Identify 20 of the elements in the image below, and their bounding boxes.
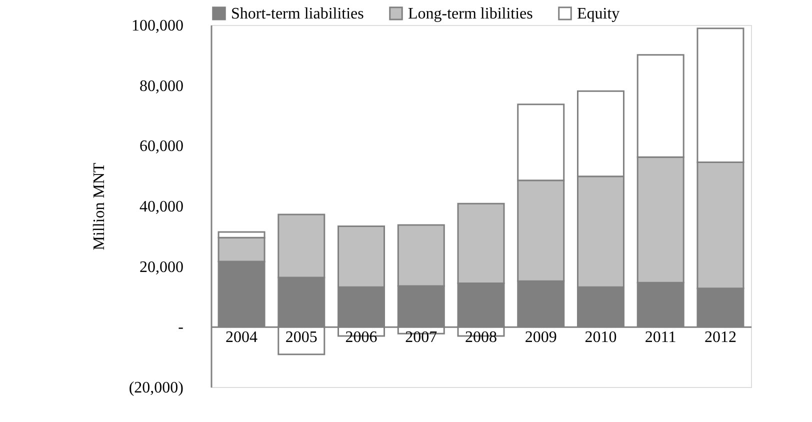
y-tick-label: 60,000 <box>140 138 184 156</box>
x-tick-label: 2006 <box>345 329 378 346</box>
y-axis-title: Million MNT <box>90 162 108 250</box>
x-tick-label: 2010 <box>584 329 617 346</box>
y-tick-label: 20,000 <box>140 258 184 276</box>
y-tick-label: (20,000) <box>128 380 184 396</box>
x-tick-label: 2009 <box>524 329 557 346</box>
legend-label: Long-term libilities <box>408 5 533 22</box>
legend-label: Short-term liabilities <box>231 5 364 22</box>
y-tick-label: - <box>178 319 184 336</box>
x-tick-label: 2004 <box>226 329 258 346</box>
legend-label: Equity <box>577 5 620 22</box>
y-tick-label: 40,000 <box>140 198 184 216</box>
x-tick-label: 2012 <box>704 329 736 346</box>
y-tick-label: 100,000 <box>132 18 184 34</box>
y-tick-label: 80,000 <box>140 78 184 95</box>
x-tick-label: 2007 <box>405 329 438 346</box>
x-tick-label: 2005 <box>285 329 318 346</box>
x-tick-label: 2011 <box>644 329 676 346</box>
x-tick-label: 2008 <box>465 329 497 346</box>
